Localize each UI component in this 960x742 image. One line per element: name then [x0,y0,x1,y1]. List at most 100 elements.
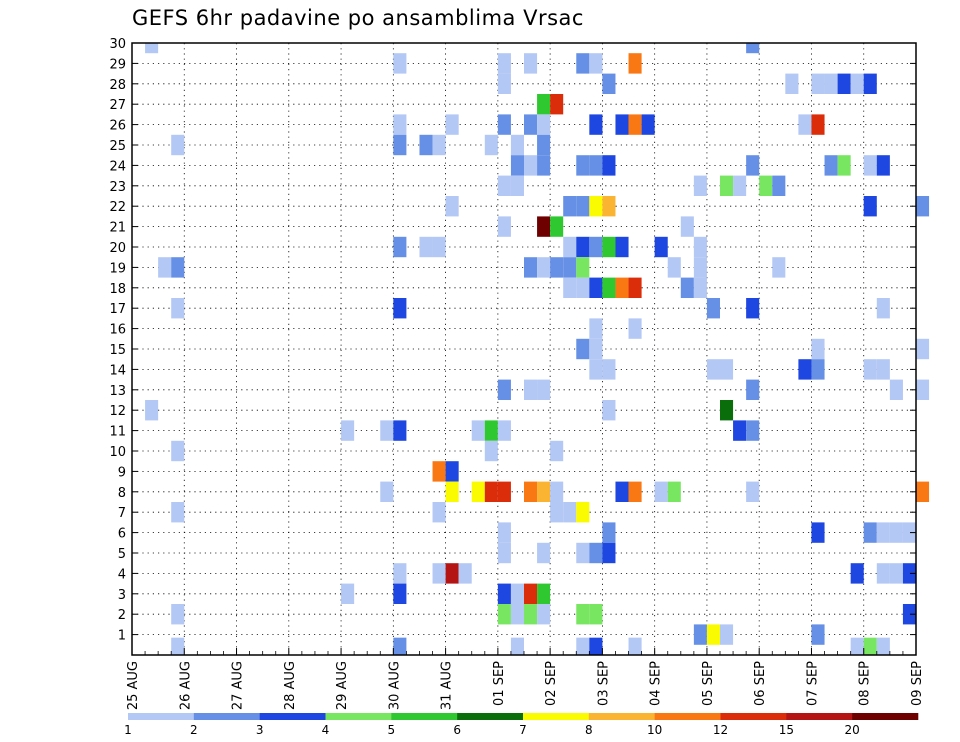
heatmap-cell [576,637,590,655]
heatmap-cell [471,420,485,441]
heatmap-cell [432,134,446,156]
heatmap-cell [863,522,877,543]
heatmap-cell [589,318,603,339]
heatmap-cell [602,155,616,176]
heatmap-cell [916,338,930,360]
heatmap-cell [393,114,407,135]
y-tick-label: 8 [118,486,126,501]
y-tick-label: 12 [109,404,126,419]
heatmap-cell [158,257,172,278]
heatmap-cell [733,175,747,196]
heatmap-cell [550,216,564,237]
heatmap-cell [576,604,590,625]
y-tick-label: 5 [118,547,126,562]
heatmap-cell [602,359,616,380]
heatmap-cell [772,175,786,196]
heatmap-cell [563,257,577,278]
y-tick-label: 30 [109,37,126,52]
heatmap-cell [524,53,538,74]
heatmap-cell [393,134,407,156]
heatmap-cell [524,604,538,625]
heatmap-cell [628,637,642,655]
heatmap-cell [589,542,603,564]
heatmap-cell [550,481,564,502]
heatmap-cell [706,359,720,380]
heatmap-cell [876,298,890,319]
heatmap-cell [576,338,590,360]
heatmap-cell [471,481,485,502]
colorbar-label: 2 [190,723,198,737]
heatmap-cell [824,73,838,94]
heatmap-cell [720,624,734,645]
x-tick-label: 26 AUG [178,661,193,710]
heatmap-cell [589,359,603,380]
heatmap-cell [393,637,407,655]
heatmap-cell [380,420,394,441]
heatmap-cell [497,604,511,625]
heatmap-cell [563,277,577,298]
heatmap-cell [876,563,890,584]
colorbar-swatch [457,713,524,720]
heatmap-cell [497,73,511,94]
x-tick-label: 29 AUG [335,661,350,710]
heatmap-cell [524,155,538,176]
heatmap-cell [393,298,407,319]
y-tick-label: 10 [109,445,126,460]
heatmap-cell [550,502,564,523]
heatmap-cell [341,420,355,441]
heatmap-cell [537,155,551,176]
heatmap-cell [746,155,760,176]
y-tick-label: 20 [109,241,126,256]
y-tick-label: 13 [109,384,126,399]
heatmap-cell [811,73,825,94]
heatmap-cell [602,236,616,258]
heatmap-cell [484,440,498,462]
heatmap-cell [145,43,159,54]
heatmap-cell [916,481,930,502]
heatmap-cell [811,338,825,360]
colorbar-swatch [588,713,655,720]
heatmap-cell [563,196,577,217]
heatmap-cell [171,257,185,278]
y-tick-label: 9 [118,465,126,480]
heatmap-cell [706,298,720,319]
heatmap-cell [432,502,446,523]
heatmap-cell [876,522,890,543]
colorbar-swatch [786,713,853,720]
heatmap-cell [497,114,511,135]
colorbar: 1 2 3 4 5 6 7 8 10 12 15 20 [124,713,919,737]
chart-title: GEFS 6hr padavine po ansamblima Vrsac [132,6,584,30]
heatmap-cell [654,236,668,258]
heatmap-cell [537,114,551,135]
colorbar-label: 4 [322,723,330,737]
heatmap-cell [837,73,851,94]
heatmap-cell [902,522,916,543]
heatmap-cell [393,236,407,258]
heatmap-cell [706,624,720,645]
heatmap-cell [602,196,616,217]
colorbar-label: 7 [519,723,527,737]
heatmap-cell [380,481,394,502]
heatmap-cell [589,114,603,135]
heatmap-cell [445,461,459,482]
heatmap-cell [171,637,185,655]
colorbar-label: 15 [779,723,794,737]
heatmap-cell [589,338,603,360]
heatmap-cell [759,175,773,196]
y-tick-label: 16 [109,323,126,338]
heatmap-cell [811,522,825,543]
heatmap-cell [145,400,159,421]
y-tick-label: 6 [118,527,126,542]
heatmap-cell [419,134,433,156]
heatmap-cell [693,175,707,196]
heatmap-cell [393,583,407,604]
y-tick-label: 15 [109,343,126,358]
heatmap-cell [876,637,890,655]
heatmap-cell [720,400,734,421]
heatmap-cell [563,236,577,258]
heatmap-cell [171,440,185,462]
heatmap-cell [837,155,851,176]
heatmap-cell [746,43,760,54]
heatmap-cell [680,216,694,237]
heatmap-cell [576,155,590,176]
